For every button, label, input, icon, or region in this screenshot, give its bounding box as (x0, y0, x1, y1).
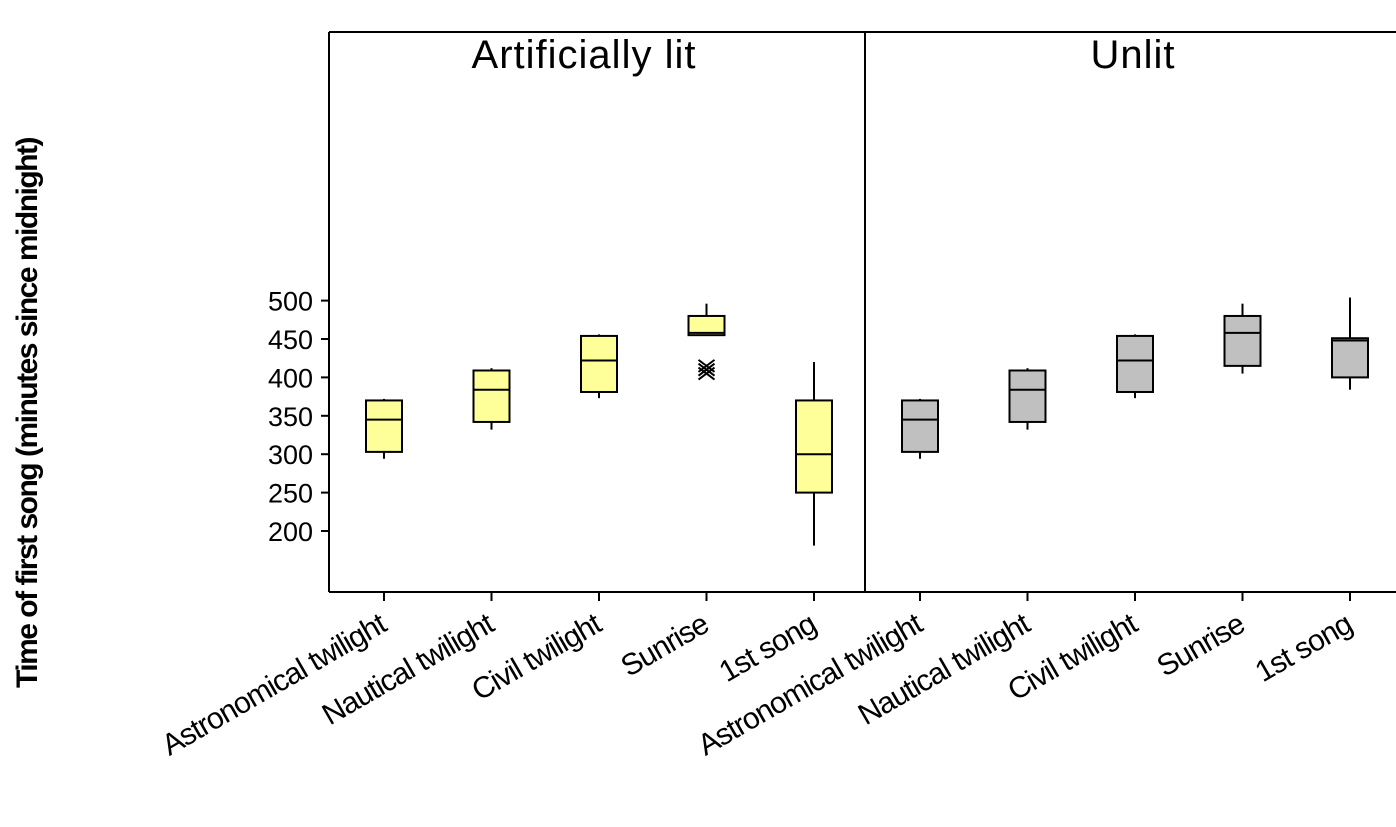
outlier (697, 362, 716, 377)
x-tick-label: Sunrise (1151, 607, 1250, 683)
box-rect (687, 314, 726, 337)
y-tick-label: 300 (268, 440, 313, 470)
box-rect (1008, 369, 1047, 423)
panel-title: Unlit (1090, 33, 1175, 77)
box-rect (1223, 314, 1262, 367)
box (901, 398, 939, 459)
box-rect (472, 369, 511, 423)
x-tick-label: Sunrise (615, 607, 714, 683)
box (1331, 297, 1369, 390)
box (795, 362, 833, 546)
box (1223, 303, 1262, 374)
y-tick-label: 350 (268, 402, 313, 432)
panels: Artificially lit Unlit (365, 33, 1369, 546)
panel-0: Artificially lit (365, 33, 833, 546)
box (1116, 334, 1154, 399)
box-rect (1116, 334, 1154, 393)
y-tick-label: 200 (268, 517, 313, 547)
box (580, 334, 618, 399)
y-tick-label: 450 (268, 325, 313, 355)
box-rect (1331, 337, 1369, 379)
panel-title: Artificially lit (472, 33, 697, 77)
panel-1: Unlit (901, 33, 1369, 459)
y-tick-label: 500 (268, 287, 313, 317)
outlier (697, 359, 716, 373)
box (472, 368, 511, 430)
plot-frame (328, 31, 1396, 593)
y-tick-label: 400 (268, 363, 313, 393)
box (687, 303, 726, 381)
box-rect (365, 399, 403, 453)
box-rect (580, 334, 618, 393)
box-rect (795, 399, 833, 494)
y-tick-label: 250 (268, 479, 313, 509)
x-tick-label: 1st song (1250, 607, 1358, 688)
y-axis: 200 250 300 350 400 450 500 (268, 287, 329, 547)
box (1008, 368, 1047, 430)
box (365, 398, 403, 459)
box-rect (901, 399, 939, 453)
outlier-stroke (697, 359, 716, 373)
outlier-stroke (697, 362, 716, 377)
